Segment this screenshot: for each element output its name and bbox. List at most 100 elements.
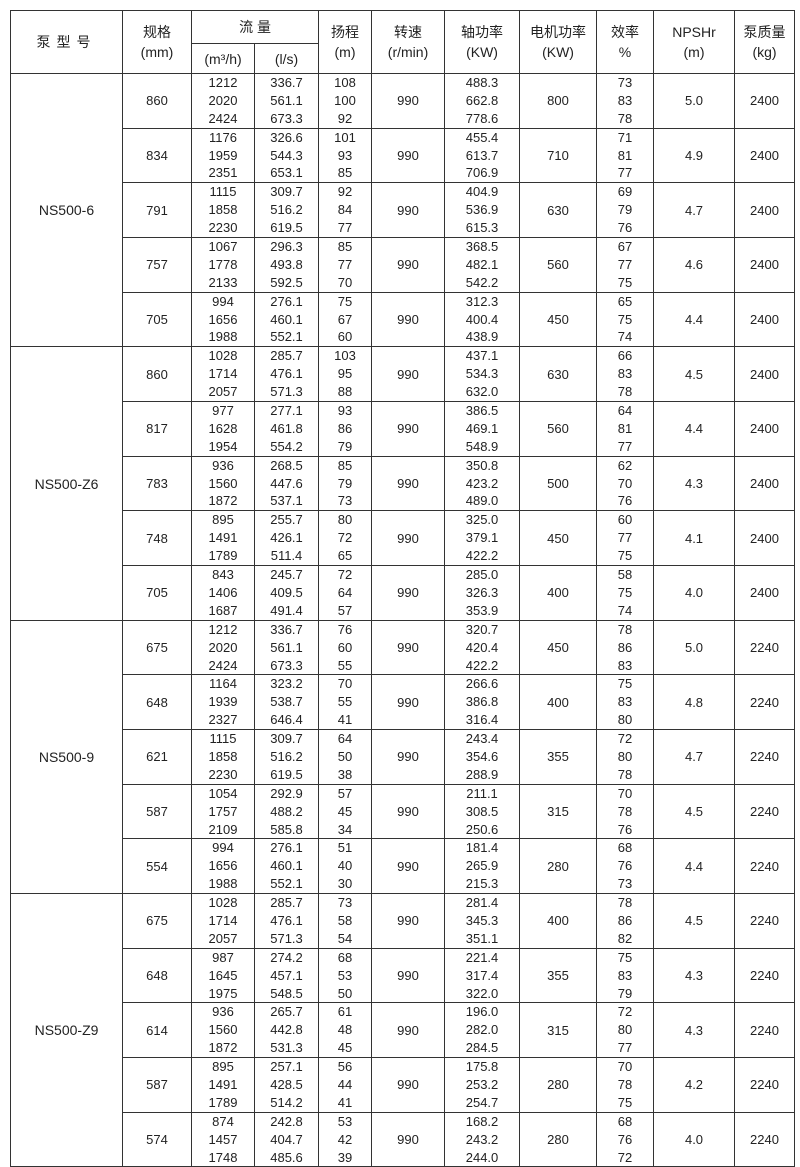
cell-value: 1491 [208,530,238,546]
cell-value: 75 [617,548,633,564]
cell-npshr: 4.5 [653,783,736,840]
cell-head: 72 64 57 [318,565,373,621]
table-row: 748 895 1491 1789 255.7 426.1 511.4 80 72 65 990 32… [11,510,796,567]
cell-mass: 2240 [734,619,796,676]
cell-shaft-power: 312.3 400.4 438.9 [444,291,521,348]
cell-value: 221.4 [465,949,499,965]
cell-value: 292.9 [270,785,303,801]
cell-value: 242.8 [270,1113,303,1129]
cell-value: 706.9 [465,165,499,181]
cell-value: 282.0 [465,1022,499,1038]
cell-flow-ls: 265.7 442.8 531.3 [253,1002,320,1059]
cell-value: 326.3 [465,584,499,600]
cell-value: 60 [617,512,633,528]
cell-shaft-power: 285.0 326.3 353.9 [444,565,521,621]
cell-value: 78 [617,621,633,637]
cell-size: 675 [122,893,192,949]
cell-flow-ls: 285.7 476.1 571.3 [253,893,320,949]
cell-value: 51 [337,840,353,856]
cell-npshr: 4.4 [653,838,736,895]
cell-value: 1748 [208,1149,238,1165]
table-row: 783 936 1560 1872 268.5 447.6 537.1 85 79 73 990 35… [11,455,796,512]
cell-value: 325.0 [465,512,499,528]
cell-value: 296.3 [270,239,303,255]
cell-value: 67 [617,239,633,255]
cell-value: 400.4 [465,311,499,327]
cell-value: 253.2 [465,1076,499,1092]
cell-value: 662.8 [465,92,499,108]
cell-flow-m3h: 994 1656 1988 [191,838,255,895]
table-row: 757 1067 1778 2133 296.3 493.8 592.5 85 77 70 990 3… [11,237,796,293]
cell-size: 860 [122,73,192,129]
cell-mass: 2400 [734,127,796,184]
cell-value: 285.0 [465,567,499,583]
cell-value: 1406 [208,584,238,600]
cell-mass: 2240 [734,947,796,1004]
cell-value: 71 [617,129,633,145]
cell-head: 51 40 30 [318,838,373,895]
cell-value: 1872 [208,1040,238,1056]
cell-value: 548.5 [270,985,303,1001]
cell-value: 653.1 [270,165,303,181]
cell-value: 536.9 [465,202,499,218]
cell-value: 322.0 [465,985,499,1001]
cell-mass: 2400 [734,291,796,348]
cell-value: 843 [212,567,234,583]
cell-value: 50 [337,985,353,1001]
cell-value: 75 [337,293,353,309]
cell-value: 75 [617,949,633,965]
cell-value: 69 [617,184,633,200]
cell-value: 2424 [208,657,238,673]
cell-value: 936 [212,457,234,473]
cell-value: 552.1 [270,329,303,345]
cell-value: 309.7 [270,184,303,200]
cell-shaft-power: 455.4 613.7 706.9 [444,127,521,184]
cell-value: 92 [337,110,353,126]
cell-value: 2230 [208,766,238,782]
table-row: 554 994 1656 1988 276.1 460.1 552.1 51 40 30 990 18… [11,838,796,895]
cell-value: 60 [337,329,353,345]
cell-value: 1491 [208,1076,238,1092]
cell-value: 1028 [208,895,238,911]
cell-efficiency: 60 77 75 [596,510,655,567]
cell-size: 860 [122,346,192,403]
cell-efficiency: 58 75 74 [596,565,655,621]
cell-head: 73 58 54 [318,893,373,949]
cell-value: 74 [617,329,633,345]
cell-value: 60 [337,639,353,655]
cell-value: 55 [337,657,353,673]
cell-value: 77 [617,1040,633,1056]
cell-npshr: 4.4 [653,401,736,457]
cell-value: 537.1 [270,493,303,509]
cell-value: 79 [337,438,353,454]
cell-value: 78 [617,1076,633,1092]
cell-value: 64 [617,403,633,419]
cell-motor-power: 400 [519,565,598,621]
cell-value: 619.5 [270,766,303,782]
cell-efficiency: 68 76 73 [596,838,655,895]
cell-value: 75 [617,1094,633,1110]
cell-motor-power: 560 [519,237,598,293]
cell-value: 34 [337,821,353,837]
cell-value: 72 [617,1149,633,1165]
cell-value: 281.4 [465,895,499,911]
cell-flow-ls: 276.1 460.1 552.1 [253,291,320,348]
cell-value: 79 [617,202,633,218]
cell-value: 75 [617,676,633,692]
cell-efficiency: 65 75 74 [596,291,655,348]
cell-value: 619.5 [270,220,303,236]
table-row: NS500-Z9 675 1028 1714 2057 285.7 476.1 571.3 73… [10,893,796,1167]
cell-value: 422.2 [465,657,499,673]
cell-value: 80 [617,1022,633,1038]
cell-value: 196.0 [465,1004,499,1020]
cell-value: 83 [617,366,633,382]
header-speed: 转速 (r/min) [371,10,446,74]
cell-value: 81 [617,420,633,436]
cell-value: 1212 [208,75,238,90]
cell-flow-m3h: 987 1645 1975 [191,947,255,1004]
cell-value: 874 [212,1113,234,1129]
cell-motor-power: 400 [519,674,598,731]
cell-efficiency: 69 79 76 [596,182,655,239]
cell-value: 42 [337,1131,353,1147]
cell-flow-ls: 309.7 516.2 619.5 [253,182,320,239]
